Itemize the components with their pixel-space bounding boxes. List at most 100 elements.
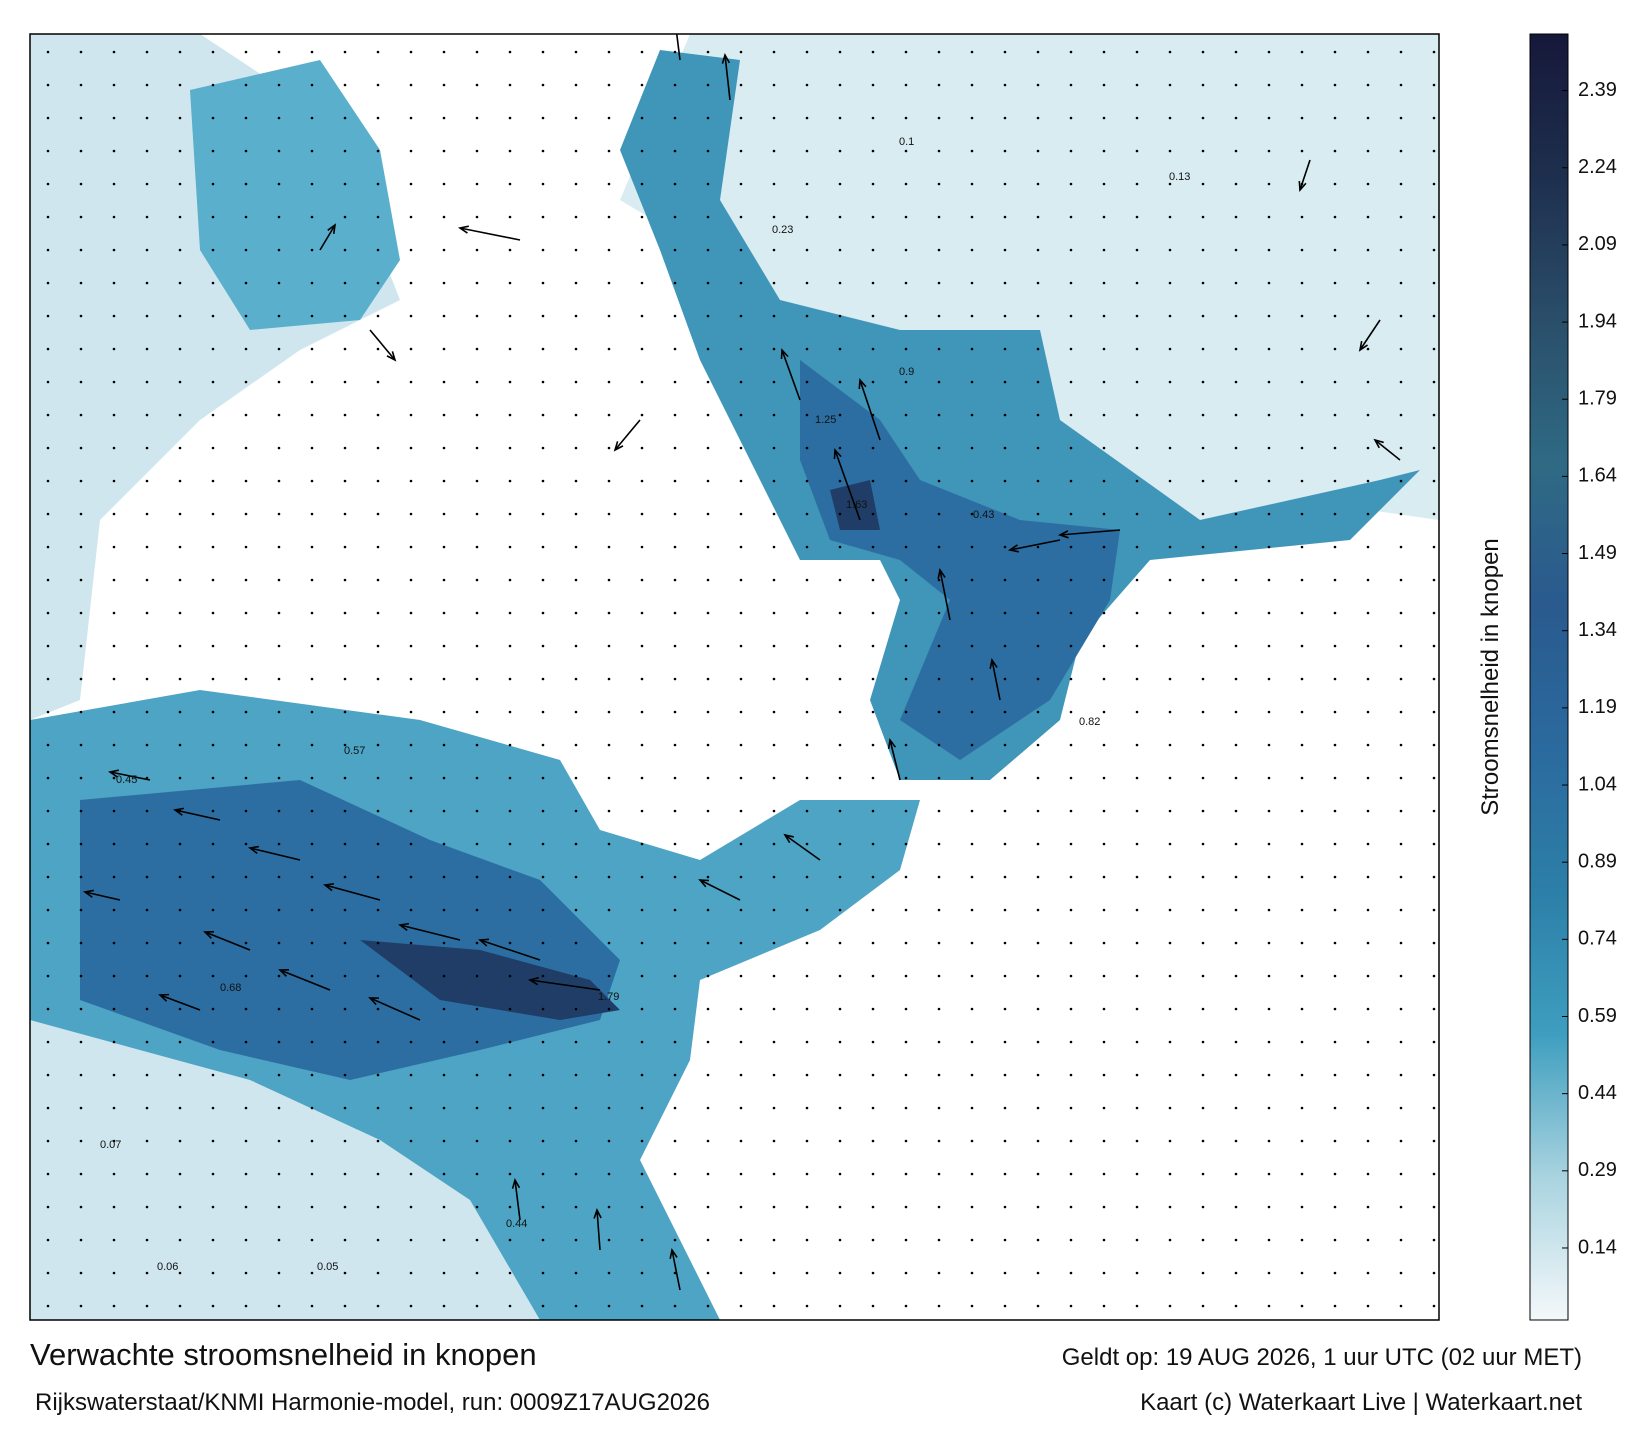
- grid-dot: [310, 677, 314, 681]
- grid-dot: [1399, 875, 1403, 879]
- grid-dot: [937, 875, 941, 879]
- grid-dot: [1366, 644, 1370, 648]
- grid-dot: [640, 1139, 644, 1143]
- grid-dot: [541, 1205, 545, 1209]
- grid-dot: [1432, 182, 1436, 186]
- grid-dot: [1366, 710, 1370, 714]
- grid-dot: [1432, 842, 1436, 846]
- grid-dot: [1432, 743, 1436, 747]
- grid-dot: [673, 1007, 677, 1011]
- grid-dot: [277, 842, 281, 846]
- grid-dot: [739, 1205, 743, 1209]
- grid-dot: [805, 512, 809, 516]
- grid-dot: [46, 215, 50, 219]
- grid-dot: [1201, 248, 1205, 252]
- grid-dot: [442, 941, 446, 945]
- grid-dot: [310, 545, 314, 549]
- grid-dot: [277, 875, 281, 879]
- grid-dot: [1201, 842, 1205, 846]
- grid-dot: [607, 1106, 611, 1110]
- grid-dot: [904, 809, 908, 813]
- grid-dot: [1300, 545, 1304, 549]
- grid-dot: [805, 1172, 809, 1176]
- grid-dot: [805, 842, 809, 846]
- grid-dot: [1069, 380, 1073, 384]
- grid-dot: [1432, 248, 1436, 252]
- grid-dot: [673, 644, 677, 648]
- grid-dot: [376, 1271, 380, 1275]
- grid-dot: [1069, 710, 1073, 714]
- grid-dot: [1036, 1172, 1040, 1176]
- grid-dot: [1432, 611, 1436, 615]
- grid-dot: [970, 677, 974, 681]
- grid-dot: [1102, 347, 1106, 351]
- grid-dot: [574, 479, 578, 483]
- grid-dot: [1366, 941, 1370, 945]
- grid-dot: [211, 314, 215, 318]
- grid-dot: [1300, 776, 1304, 780]
- grid-dot: [1234, 1007, 1238, 1011]
- grid-dot: [112, 512, 116, 516]
- grid-dot: [805, 1304, 809, 1308]
- grid-dot: [1333, 446, 1337, 450]
- grid-dot: [706, 941, 710, 945]
- grid-dot: [706, 908, 710, 912]
- grid-dot: [871, 215, 875, 219]
- grid-dot: [871, 1007, 875, 1011]
- arrow-head: [989, 657, 998, 669]
- grid-dot: [310, 413, 314, 417]
- grid-dot: [640, 1172, 644, 1176]
- grid-dot: [79, 1040, 83, 1044]
- grid-dot: [46, 578, 50, 582]
- grid-dot: [1036, 1073, 1040, 1077]
- arrow-head: [937, 567, 946, 579]
- grid-dot: [343, 380, 347, 384]
- grid-dot: [343, 941, 347, 945]
- grid-dot: [343, 776, 347, 780]
- grid-dot: [1432, 50, 1436, 54]
- grid-dot: [211, 941, 215, 945]
- grid-dot: [112, 1205, 116, 1209]
- grid-dot: [838, 446, 842, 450]
- grid-dot: [541, 1172, 545, 1176]
- grid-dot: [772, 215, 776, 219]
- grid-dot: [277, 413, 281, 417]
- grid-dot: [640, 875, 644, 879]
- grid-dot: [112, 875, 116, 879]
- grid-dot: [244, 380, 248, 384]
- grid-dot: [508, 908, 512, 912]
- grid-dot: [1201, 974, 1205, 978]
- arrow-head: [323, 883, 335, 892]
- grid-dot: [607, 1007, 611, 1011]
- grid-dot: [673, 215, 677, 219]
- grid-dot: [1135, 545, 1139, 549]
- grid-dot: [376, 182, 380, 186]
- grid-dot: [178, 974, 182, 978]
- grid-dot: [244, 545, 248, 549]
- grid-dot: [442, 743, 446, 747]
- grid-dot: [310, 479, 314, 483]
- grid-dot: [904, 908, 908, 912]
- grid-dot: [1003, 215, 1007, 219]
- grid-dot: [310, 743, 314, 747]
- grid-dot: [277, 1205, 281, 1209]
- grid-dot: [442, 479, 446, 483]
- grid-dot: [46, 1238, 50, 1242]
- grid-dot: [211, 83, 215, 87]
- grid-dot: [1399, 842, 1403, 846]
- grid-dot: [838, 1073, 842, 1077]
- grid-dot: [508, 710, 512, 714]
- grid-dot: [1036, 644, 1040, 648]
- grid-dot: [1102, 314, 1106, 318]
- grid-dot: [1102, 611, 1106, 615]
- grid-dot: [343, 644, 347, 648]
- grid-dot: [970, 1073, 974, 1077]
- grid-dot: [607, 347, 611, 351]
- grid-dot: [1267, 644, 1271, 648]
- grid-dot: [970, 413, 974, 417]
- grid-dot: [1003, 50, 1007, 54]
- grid-dot: [1036, 908, 1040, 912]
- grid-dot: [1102, 842, 1106, 846]
- grid-dot: [607, 710, 611, 714]
- current-arrows: [82, 34, 1401, 1291]
